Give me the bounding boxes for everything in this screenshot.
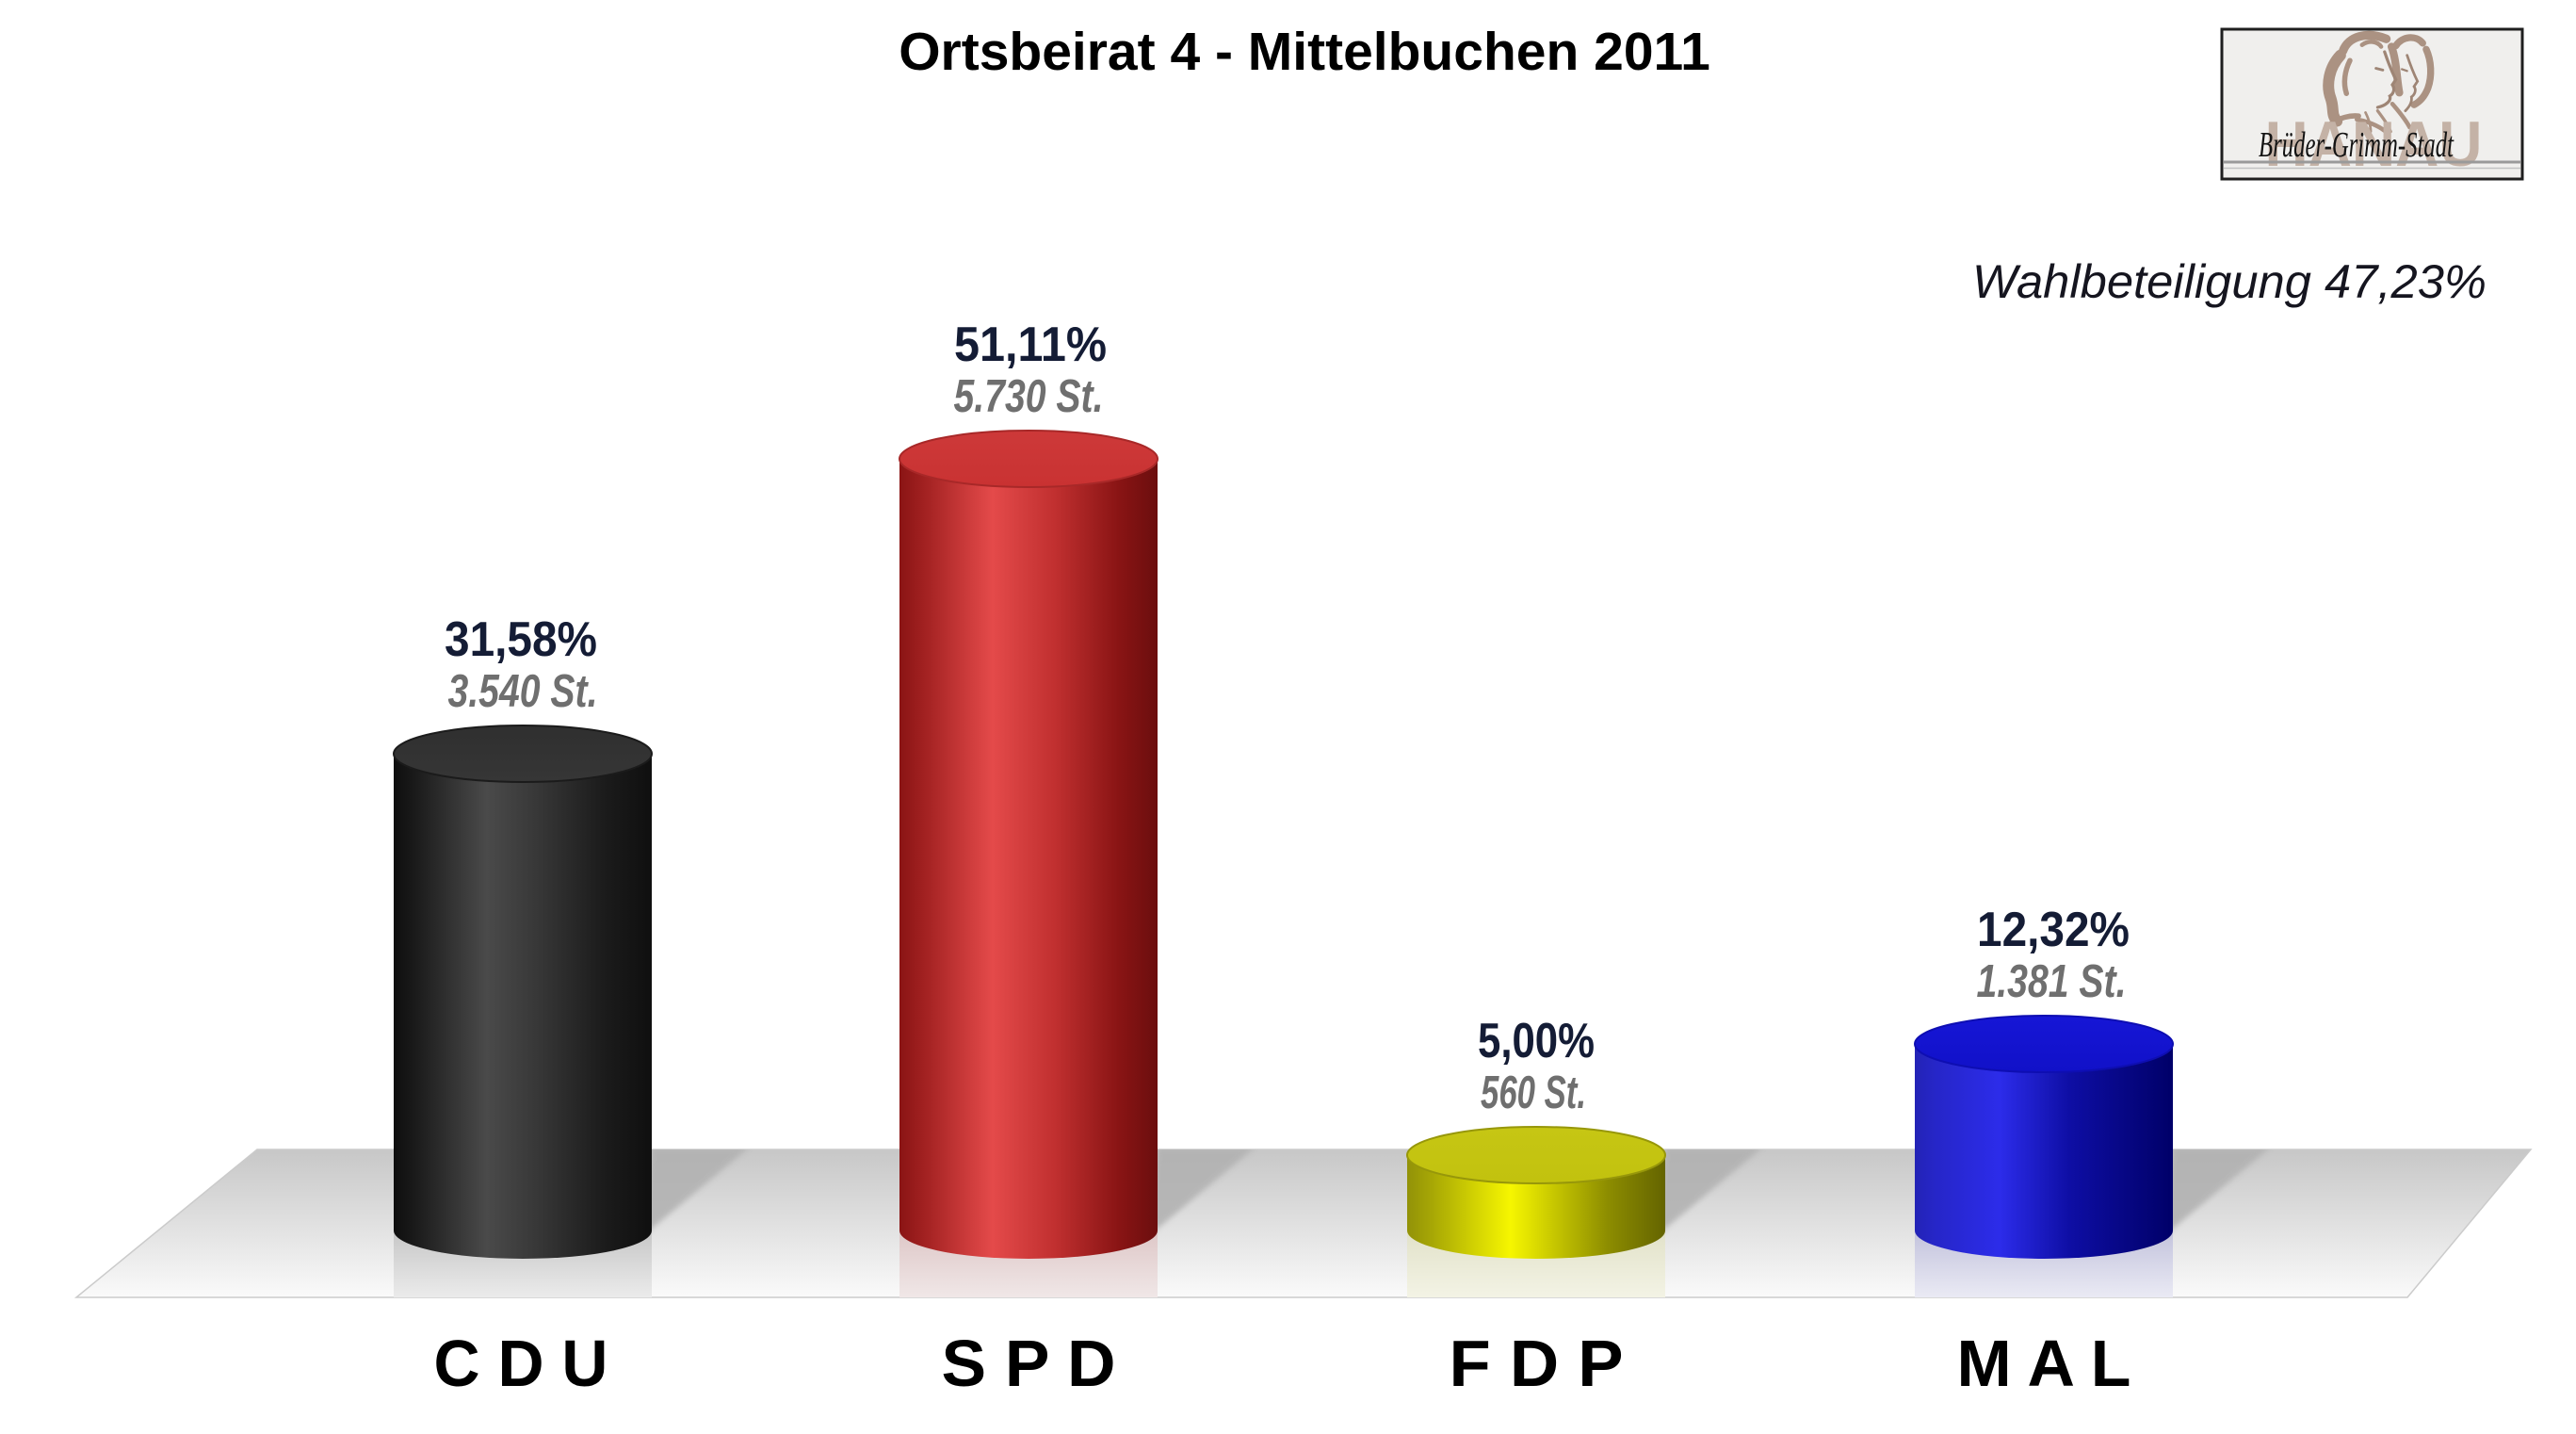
svg-text:12,32%: 12,32% bbox=[1977, 903, 2130, 957]
svg-text:M A L: M A L bbox=[1957, 1327, 2131, 1400]
svg-text:3.540 St.: 3.540 St. bbox=[448, 666, 598, 717]
svg-text:5.730 St.: 5.730 St. bbox=[954, 371, 1104, 422]
svg-text:F D P: F D P bbox=[1450, 1327, 1624, 1400]
svg-text:560 St.: 560 St. bbox=[1481, 1067, 1586, 1118]
svg-text:C D U: C D U bbox=[434, 1327, 608, 1400]
svg-text:S P D: S P D bbox=[942, 1327, 1116, 1400]
svg-text:5,00%: 5,00% bbox=[1478, 1014, 1595, 1068]
svg-text:31,58%: 31,58% bbox=[445, 612, 597, 667]
svg-text:Wahlbeteiligung 47,23%: Wahlbeteiligung 47,23% bbox=[1972, 255, 2487, 308]
svg-text:1.381 St.: 1.381 St. bbox=[1977, 956, 2127, 1007]
svg-text:Ortsbeirat 4 - Mittelbuchen 20: Ortsbeirat 4 - Mittelbuchen 2011 bbox=[899, 22, 1710, 82]
svg-text:51,11%: 51,11% bbox=[954, 318, 1107, 372]
svg-text:Brüder-Grimm-Stadt: Brüder-Grimm-Stadt bbox=[2259, 125, 2454, 165]
